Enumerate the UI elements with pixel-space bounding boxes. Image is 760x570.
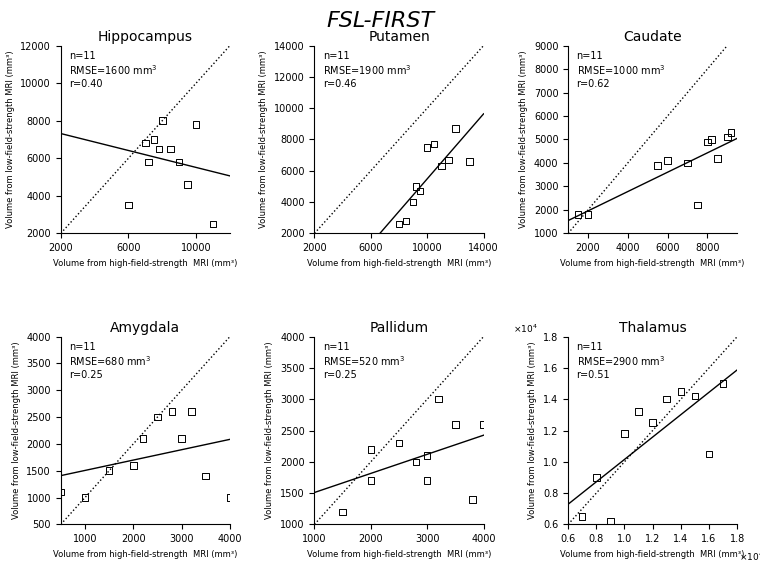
Point: [725, 128, 737, 137]
Point: [410, 457, 422, 466]
Point: [176, 434, 188, 443]
Point: [139, 139, 151, 148]
Point: [576, 512, 588, 521]
Point: [428, 140, 440, 149]
Point: [705, 135, 717, 144]
Point: [689, 392, 701, 401]
Point: [410, 182, 422, 191]
Point: [421, 476, 433, 485]
Point: [421, 451, 433, 460]
Point: [582, 210, 594, 219]
Point: [165, 144, 177, 153]
Point: [153, 144, 165, 153]
Title: Amygdala: Amygdala: [110, 321, 180, 336]
Text: n=11
RMSE=680 mm$^3$
r=0.25: n=11 RMSE=680 mm$^3$ r=0.25: [69, 342, 151, 380]
Point: [464, 157, 476, 166]
Title: Thalamus: Thalamus: [619, 321, 686, 336]
Point: [682, 158, 694, 168]
Point: [122, 201, 135, 210]
Y-axis label: Volume from low-field-strength MRI (mm³): Volume from low-field-strength MRI (mm³): [259, 51, 268, 229]
Point: [717, 379, 729, 388]
Point: [182, 180, 194, 189]
Title: Putamen: Putamen: [368, 30, 430, 44]
Point: [55, 488, 67, 497]
Point: [442, 155, 454, 164]
Title: Hippocampus: Hippocampus: [98, 30, 193, 44]
Point: [632, 407, 644, 416]
X-axis label: Volume from high-field-strength  MRI (mm³): Volume from high-field-strength MRI (mm³…: [560, 259, 745, 268]
Point: [651, 161, 663, 170]
Point: [432, 394, 445, 404]
Point: [647, 418, 659, 428]
X-axis label: Volume from high-field-strength  MRI (mm³): Volume from high-field-strength MRI (mm³…: [53, 259, 238, 268]
Point: [421, 142, 433, 152]
Y-axis label: Volume from low-field-strength MRI (mm³): Volume from low-field-strength MRI (mm³): [6, 51, 14, 229]
Point: [393, 219, 405, 229]
Point: [572, 210, 584, 219]
Text: $\times 10^4$: $\times 10^4$: [739, 551, 760, 563]
Text: FSL-FIRST: FSL-FIRST: [326, 11, 434, 31]
Text: n=11
RMSE=1600 mm$^3$
r=0.40: n=11 RMSE=1600 mm$^3$ r=0.40: [69, 51, 158, 89]
Point: [365, 476, 377, 485]
Point: [477, 420, 489, 429]
Point: [661, 156, 673, 165]
Y-axis label: Volume from low-field-strength MRI (mm³): Volume from low-field-strength MRI (mm³): [519, 51, 528, 229]
Point: [103, 466, 116, 475]
Text: n=11
RMSE=2900 mm$^3$
r=0.51: n=11 RMSE=2900 mm$^3$ r=0.51: [577, 342, 665, 380]
Point: [127, 461, 139, 470]
Point: [449, 420, 461, 429]
Point: [604, 517, 616, 526]
Point: [407, 198, 420, 207]
Point: [151, 413, 163, 422]
X-axis label: Volume from high-field-strength  MRI (mm³): Volume from high-field-strength MRI (mm³…: [307, 259, 491, 268]
Y-axis label: Volume from low-field-strength MRI (mm³): Volume from low-field-strength MRI (mm³): [528, 341, 537, 519]
Point: [79, 493, 91, 502]
Point: [147, 135, 160, 144]
Point: [393, 438, 405, 447]
Title: Pallidum: Pallidum: [369, 321, 429, 336]
Point: [711, 154, 724, 163]
Point: [223, 493, 236, 502]
Point: [692, 201, 704, 210]
Text: n=11
RMSE=1000 mm$^3$
r=0.62: n=11 RMSE=1000 mm$^3$ r=0.62: [577, 51, 665, 89]
Title: Caudate: Caudate: [623, 30, 682, 44]
X-axis label: Volume from high-field-strength  MRI (mm³): Volume from high-field-strength MRI (mm³…: [560, 549, 745, 559]
Point: [400, 216, 412, 225]
X-axis label: Volume from high-field-strength  MRI (mm³): Volume from high-field-strength MRI (mm³…: [307, 549, 491, 559]
Point: [591, 473, 603, 482]
Point: [173, 157, 185, 166]
Point: [721, 133, 733, 142]
Point: [701, 137, 714, 146]
Point: [466, 495, 478, 504]
X-axis label: Volume from high-field-strength  MRI (mm³): Volume from high-field-strength MRI (mm³…: [53, 549, 238, 559]
Point: [365, 445, 377, 454]
Point: [337, 507, 349, 516]
Point: [143, 157, 155, 166]
Point: [619, 429, 631, 438]
Point: [137, 434, 149, 443]
Point: [414, 186, 426, 196]
Point: [449, 124, 461, 133]
Point: [207, 219, 219, 229]
Y-axis label: Volume from low-field-strength MRI (mm³): Volume from low-field-strength MRI (mm³): [11, 341, 21, 519]
Point: [157, 116, 169, 125]
Point: [435, 161, 448, 170]
Point: [703, 449, 715, 458]
Point: [185, 407, 198, 416]
Point: [660, 394, 673, 404]
Text: $\times 10^4$: $\times 10^4$: [513, 323, 537, 335]
Point: [675, 387, 687, 396]
Y-axis label: Volume from low-field-strength MRI (mm³): Volume from low-field-strength MRI (mm³): [265, 341, 274, 519]
Text: n=11
RMSE=1900 mm$^3$
r=0.46: n=11 RMSE=1900 mm$^3$ r=0.46: [323, 51, 411, 89]
Point: [166, 407, 178, 416]
Point: [190, 120, 202, 129]
Text: n=11
RMSE=520 mm$^3$
r=0.25: n=11 RMSE=520 mm$^3$ r=0.25: [323, 342, 405, 380]
Point: [200, 471, 212, 481]
